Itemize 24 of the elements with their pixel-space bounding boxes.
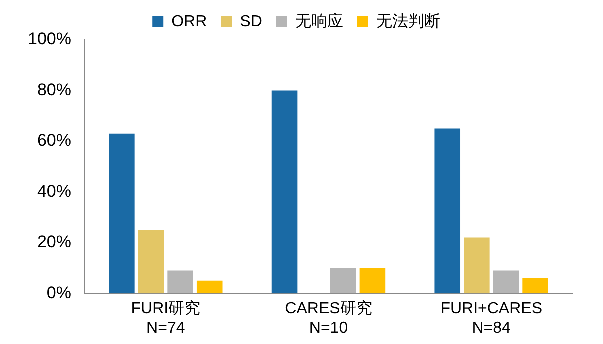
- bar: [464, 238, 490, 294]
- x-tick-label: FURI研究 N=74: [131, 300, 201, 337]
- legend-label: 无法判断: [376, 12, 440, 30]
- y-tick-label: 60%: [37, 131, 72, 150]
- legend-label: ORR: [172, 13, 208, 30]
- bar: [360, 268, 386, 294]
- legend-label: 无响应: [295, 12, 344, 30]
- y-tick-label: 40%: [37, 182, 72, 201]
- y-tick-label: 100%: [28, 30, 72, 49]
- bar: [138, 230, 164, 294]
- bar: [330, 268, 356, 294]
- bar: [522, 278, 548, 294]
- bar: [434, 128, 461, 294]
- legend-label: SD: [240, 13, 262, 30]
- y-tick-label: 20%: [37, 232, 72, 252]
- bar: [493, 270, 520, 294]
- bar: [109, 134, 135, 294]
- x-tick-label: CARES研究 N=10: [285, 300, 372, 337]
- x-tick-label: FURI+CARES N=84: [440, 300, 542, 337]
- y-tick-label: 0%: [46, 283, 72, 302]
- bar: [196, 280, 223, 294]
- bar: [168, 270, 194, 294]
- bar: [272, 90, 298, 294]
- y-tick-label: 80%: [37, 80, 72, 100]
